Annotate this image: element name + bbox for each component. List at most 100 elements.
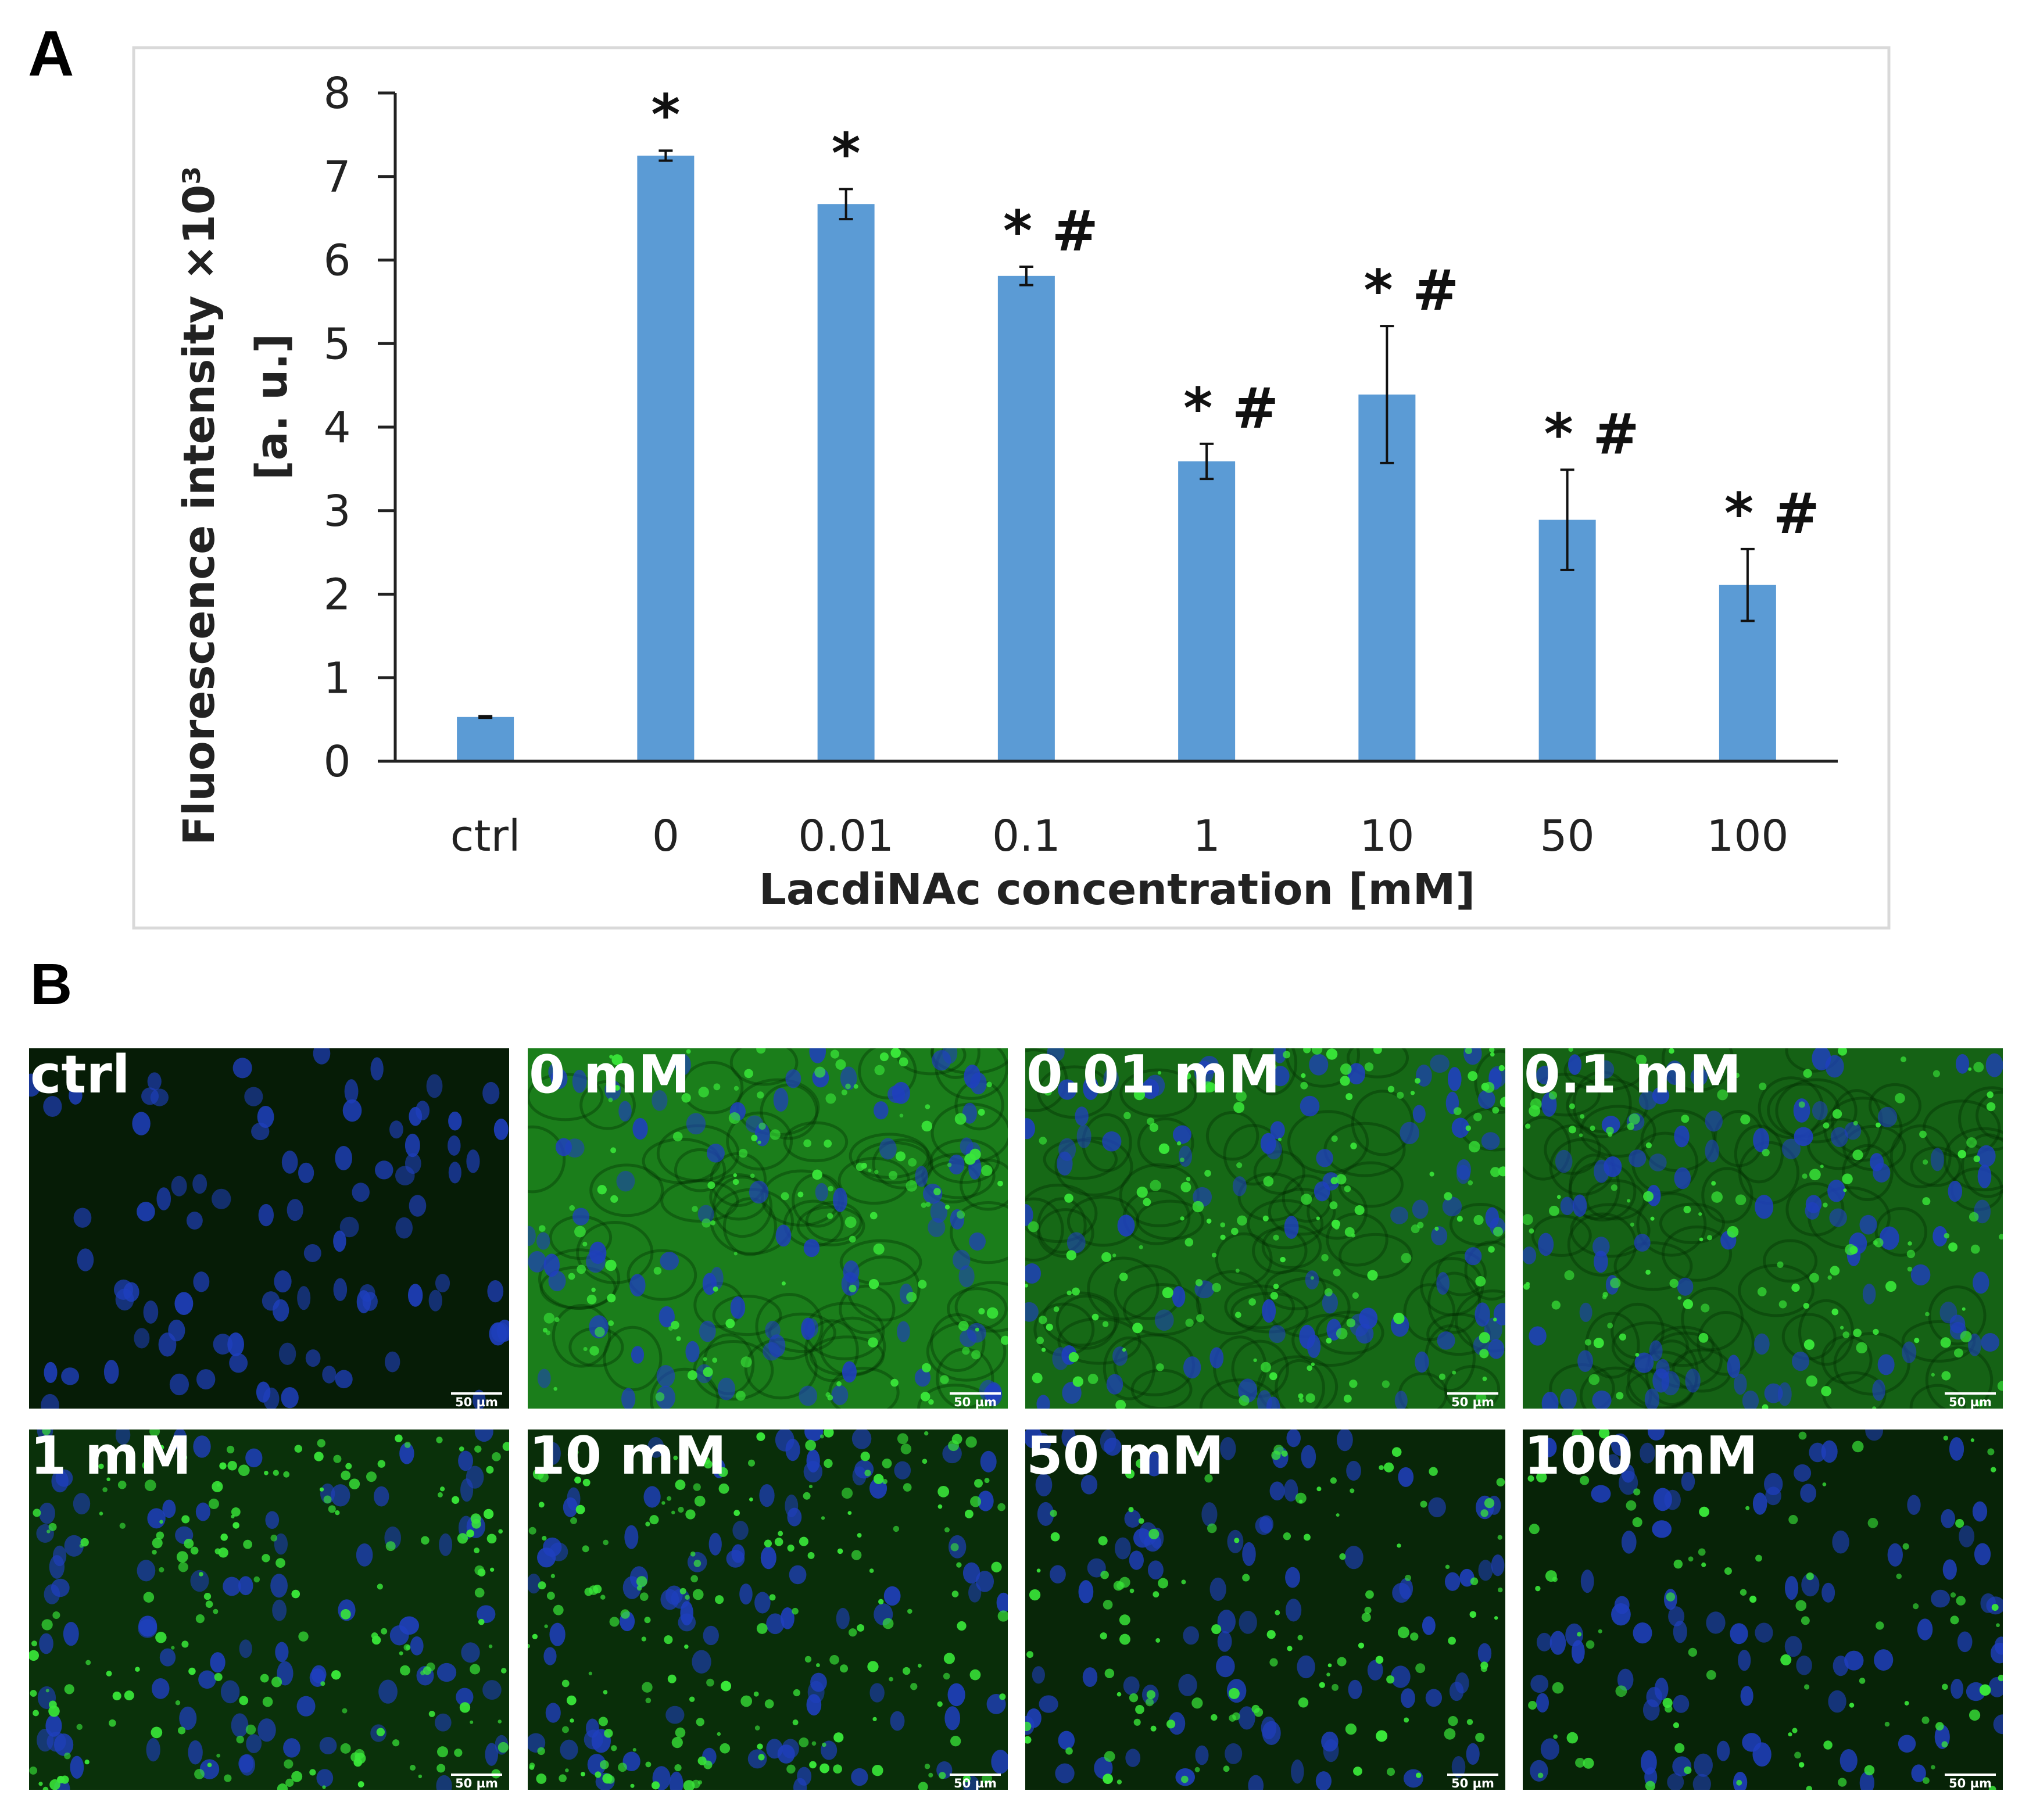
stain-punctum bbox=[1354, 1205, 1365, 1215]
nucleus bbox=[1694, 1753, 1713, 1777]
nucleus bbox=[448, 1162, 461, 1184]
micrograph-label: ctrl bbox=[30, 1044, 130, 1105]
stain-punctum bbox=[1701, 1303, 1710, 1313]
nucleus bbox=[1705, 1110, 1723, 1132]
stain-punctum bbox=[322, 1785, 326, 1789]
cell-outline bbox=[1420, 1257, 1484, 1317]
nucleus bbox=[1431, 1226, 1448, 1246]
stain-punctum bbox=[733, 1252, 738, 1256]
stain-punctum bbox=[1195, 1279, 1203, 1287]
stain-punctum bbox=[733, 1085, 739, 1091]
nucleus bbox=[1447, 1067, 1462, 1091]
nucleus bbox=[928, 1217, 946, 1237]
stain-punctum bbox=[1410, 1091, 1415, 1095]
nucleus bbox=[1879, 1226, 1899, 1251]
cell-outline bbox=[1247, 1199, 1324, 1249]
stain-punctum bbox=[184, 1538, 194, 1549]
stain-punctum bbox=[1301, 1073, 1306, 1079]
stain-punctum bbox=[99, 1511, 103, 1516]
nucleus bbox=[385, 1351, 400, 1373]
stain-punctum bbox=[1211, 1624, 1222, 1635]
stain-punctum bbox=[1684, 1766, 1692, 1775]
stain-punctum bbox=[1365, 1590, 1374, 1599]
nucleus bbox=[138, 1615, 158, 1637]
nucleus bbox=[621, 1388, 636, 1409]
cell-outline bbox=[1025, 1183, 1098, 1244]
stain-punctum bbox=[405, 1645, 411, 1650]
stain-punctum bbox=[1955, 1519, 1964, 1528]
stain-punctum bbox=[1196, 1314, 1205, 1323]
stain-punctum bbox=[544, 1624, 548, 1628]
stain-punctum bbox=[582, 1478, 591, 1486]
stain-punctum bbox=[1100, 1570, 1109, 1579]
cell-outline bbox=[954, 1281, 1008, 1333]
stain-punctum bbox=[1145, 1698, 1154, 1707]
stain-punctum bbox=[1635, 1353, 1640, 1357]
stain-punctum bbox=[1129, 1693, 1139, 1703]
stain-punctum bbox=[1998, 1675, 2003, 1682]
stain-punctum bbox=[713, 1083, 721, 1091]
nucleus bbox=[1968, 1333, 1982, 1356]
stain-punctum bbox=[1498, 1587, 1503, 1593]
stain-punctum bbox=[1336, 1513, 1340, 1517]
nucleus bbox=[572, 1069, 587, 1093]
stain-punctum bbox=[1050, 1532, 1060, 1542]
stain-punctum bbox=[824, 1430, 834, 1438]
stain-punctum bbox=[1470, 1577, 1479, 1585]
stain-punctum bbox=[1674, 1743, 1685, 1753]
stain-punctum bbox=[997, 1610, 1008, 1622]
stain-punctum bbox=[319, 1487, 324, 1492]
nucleus bbox=[1794, 1127, 1813, 1147]
stain-punctum bbox=[554, 1317, 560, 1323]
stain-punctum bbox=[102, 1487, 108, 1492]
stain-punctum bbox=[1803, 1684, 1810, 1690]
nucleus bbox=[560, 1739, 578, 1760]
stain-punctum bbox=[1468, 1141, 1480, 1153]
stain-punctum bbox=[175, 1700, 181, 1706]
stain-punctum bbox=[1326, 1048, 1338, 1060]
nucleus bbox=[1902, 1341, 1917, 1363]
stain-punctum bbox=[106, 1477, 110, 1481]
nucleus bbox=[213, 1334, 233, 1355]
stain-punctum bbox=[214, 1548, 221, 1554]
error-bar bbox=[1019, 266, 1033, 286]
stain-punctum bbox=[226, 1445, 235, 1454]
cell-outline bbox=[1889, 1124, 1952, 1188]
stain-punctum bbox=[1180, 1158, 1184, 1162]
stain-punctum bbox=[1133, 1718, 1141, 1726]
stain-punctum bbox=[1072, 1376, 1083, 1387]
stain-punctum bbox=[439, 1486, 445, 1492]
stain-punctum bbox=[1979, 1684, 1991, 1696]
stain-punctum bbox=[238, 1464, 250, 1477]
error-bar bbox=[839, 188, 853, 221]
x-tick-label: 0.1 bbox=[992, 811, 1061, 861]
stain-punctum bbox=[1736, 1779, 1742, 1786]
stain-punctum bbox=[605, 1259, 617, 1271]
stain-punctum bbox=[85, 1660, 91, 1665]
stain-punctum bbox=[1186, 1177, 1191, 1181]
nucleus bbox=[460, 1478, 474, 1502]
nucleus bbox=[1634, 1352, 1654, 1373]
micrograph-image bbox=[528, 1048, 1008, 1409]
stain-punctum bbox=[879, 1052, 889, 1062]
cell-outline bbox=[1055, 1294, 1117, 1350]
stain-punctum bbox=[757, 1743, 763, 1750]
nucleus bbox=[193, 1435, 211, 1458]
stain-punctum bbox=[683, 1780, 695, 1790]
nucleus bbox=[890, 1711, 905, 1731]
stain-punctum bbox=[1476, 1392, 1487, 1403]
stain-punctum bbox=[1469, 1611, 1477, 1618]
nucleus bbox=[1706, 1611, 1726, 1634]
stain-punctum bbox=[1968, 1067, 1972, 1071]
cell-outline bbox=[1444, 1364, 1501, 1409]
stain-punctum bbox=[693, 1560, 702, 1567]
y-tick-label: 2 bbox=[323, 570, 350, 620]
nucleus bbox=[1036, 1395, 1050, 1409]
nucleus bbox=[485, 1743, 499, 1766]
stain-punctum bbox=[1941, 1371, 1951, 1381]
stain-punctum bbox=[1757, 1287, 1767, 1296]
nucleus bbox=[1269, 1481, 1285, 1501]
stain-punctum bbox=[1452, 1370, 1456, 1375]
stain-punctum bbox=[1859, 1678, 1866, 1684]
